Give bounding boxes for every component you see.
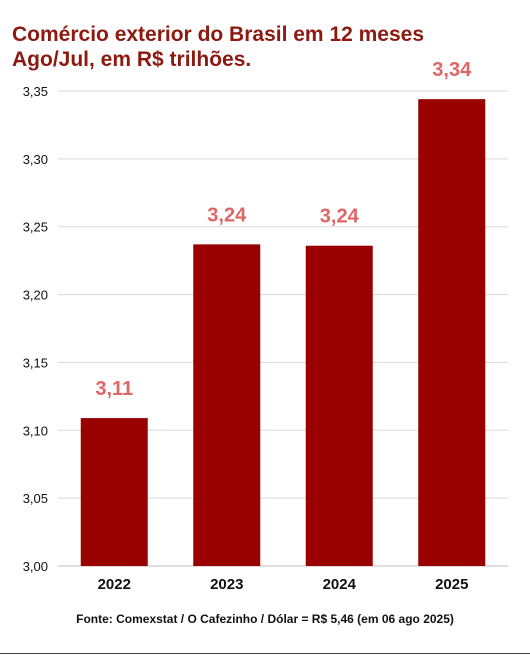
y-tick-label: 3,35 xyxy=(23,84,48,99)
y-tick-label: 3,15 xyxy=(23,355,48,370)
y-tick-label: 3,05 xyxy=(23,491,48,506)
y-tick-label: 3,30 xyxy=(23,152,48,167)
x-tick-label-2025: 2025 xyxy=(435,576,468,593)
bars xyxy=(80,99,486,567)
value-label-2025: 3,34 xyxy=(432,59,472,81)
chart-title: Comércio exterior do Brasil em 12 meses … xyxy=(12,22,512,72)
x-tick-label-2023: 2023 xyxy=(210,576,243,593)
bar-2025 xyxy=(418,99,486,567)
y-tick-label: 3,00 xyxy=(23,559,48,574)
bar-2024 xyxy=(305,245,373,566)
bar-2022 xyxy=(80,418,148,566)
x-axis-tick-labels: 2022 2023 2024 2025 xyxy=(98,576,469,593)
y-tick-label: 3,25 xyxy=(23,220,48,235)
chart-title-line-1: Comércio exterior do Brasil em 12 meses xyxy=(12,23,425,46)
value-label-2022: 3,11 xyxy=(95,378,133,400)
bottom-divider xyxy=(0,653,530,654)
x-tick-label-2022: 2022 xyxy=(98,576,131,593)
x-tick-label-2024: 2024 xyxy=(323,576,357,593)
y-axis-tick-labels: 3,00 3,05 3,10 3,15 3,20 3,25 3,30 3,35 xyxy=(23,84,48,574)
source-note: Fonte: Comexstat / O Cafezinho / Dólar =… xyxy=(76,612,454,626)
y-tick-label: 3,20 xyxy=(23,288,48,303)
y-tick-label: 3,10 xyxy=(23,423,48,438)
value-label-2024: 3,24 xyxy=(320,206,360,228)
chart-title-line-2: Ago/Jul, em R$ trilhões. xyxy=(12,48,252,71)
bar-2023 xyxy=(193,244,261,566)
bar-chart: 3,00 3,05 3,10 3,15 3,20 3,25 3,30 3,35 3,11 3,2… xyxy=(23,59,508,593)
value-labels: 3,11 3,24 3,24 3,34 xyxy=(95,59,472,400)
value-label-2023: 3,24 xyxy=(207,204,247,226)
